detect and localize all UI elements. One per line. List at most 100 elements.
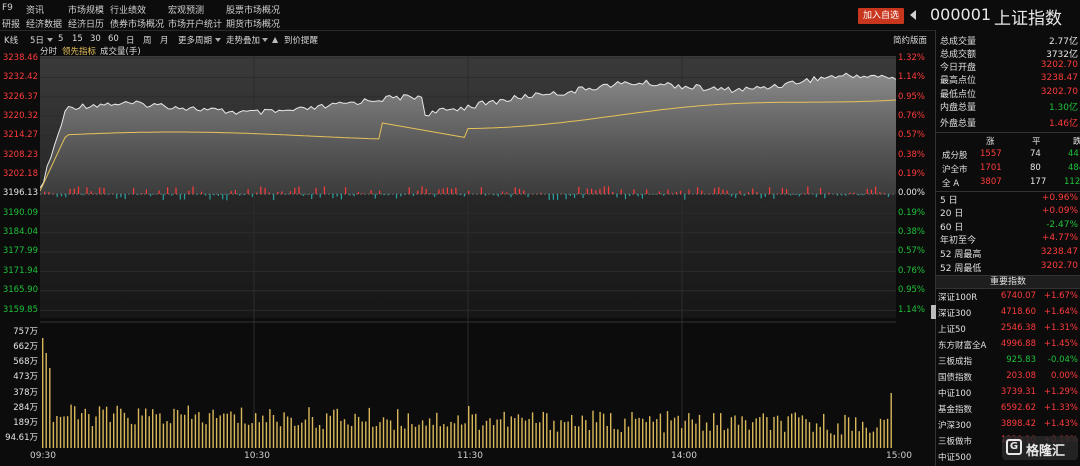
chevron-down-icon[interactable] <box>215 38 221 42</box>
bell-icon[interactable]: ▲ <box>272 35 279 44</box>
volume-bar <box>418 424 420 448</box>
volume-bar <box>819 426 821 448</box>
index-row[interactable]: 基金指数 6592.62 +1.33% <box>936 403 1080 419</box>
period-week[interactable]: 周 <box>143 36 152 46</box>
volume-bar <box>201 422 204 448</box>
period-15[interactable]: 15 <box>72 34 83 44</box>
index-price: 2546.38 <box>1000 323 1036 333</box>
menu-market-size[interactable]: 市场规模 <box>68 6 105 16</box>
volume-bar <box>869 432 871 448</box>
index-row[interactable]: 中证500 <box>936 451 1080 466</box>
menu-industry-perf[interactable]: 行业绩效 <box>110 6 147 16</box>
section-divider <box>936 191 1080 192</box>
indicator-bar <box>675 192 677 194</box>
volume-bar <box>350 426 353 448</box>
indicator-bar <box>616 194 618 198</box>
menu-macro-forecast[interactable]: 宏观预测 <box>168 6 205 16</box>
menu-account-stats[interactable]: 市场开户统计 <box>168 20 223 30</box>
volume-bar <box>574 426 576 448</box>
period-30[interactable]: 30 <box>90 34 101 44</box>
stat-value: 3202.70 <box>1040 60 1078 70</box>
menu-f9[interactable]: F9 <box>2 3 13 13</box>
index-row[interactable]: 沪深300 3898.42 +1.43% <box>936 419 1080 435</box>
chevron-down-icon[interactable] <box>262 38 268 42</box>
volume-bar <box>159 413 161 448</box>
index-name: 上证50 <box>938 325 966 335</box>
index-row[interactable]: 深证300 4718.60 +1.64% <box>936 307 1080 323</box>
percent-label: 0.95% <box>898 92 926 102</box>
index-row[interactable]: 国债指数 203.08 0.00% <box>936 371 1080 387</box>
volume-bar <box>769 430 772 448</box>
volume-bar <box>354 413 356 448</box>
volume-bar <box>56 416 58 448</box>
menu-stock-overview[interactable]: 股票市场概况 <box>226 6 281 16</box>
index-row[interactable]: 中证100 3739.31 +1.29% <box>936 387 1080 403</box>
indicator-bar <box>760 194 762 199</box>
percent-label: 1.14% <box>898 72 926 82</box>
tab-minute[interactable]: 分时 <box>40 47 58 57</box>
tab-volume[interactable]: 成交量(手) <box>100 47 141 57</box>
menu-futures-overview[interactable]: 期货市场概况 <box>226 20 281 30</box>
volume-bar <box>812 431 814 448</box>
tab-5day[interactable]: 5日 <box>30 36 44 46</box>
add-watchlist-label: 加入自选 <box>862 11 899 21</box>
indicator-bar <box>718 187 720 194</box>
indicator-bar <box>162 194 164 200</box>
indicator-bar <box>883 192 885 194</box>
price-label: 3190.09 <box>2 208 38 218</box>
indicator-bar <box>506 192 508 194</box>
indicator-bar <box>86 187 88 194</box>
volume-bar <box>152 409 154 448</box>
menu-research[interactable]: 研报 <box>2 20 21 30</box>
menu-bond-overview[interactable]: 债券市场概况 <box>110 20 165 30</box>
more-periods-dropdown[interactable]: 更多周期 <box>178 36 213 46</box>
volume-bar <box>105 406 108 448</box>
add-watchlist-button[interactable]: 加入自选 <box>858 8 904 24</box>
tab-leading-indicator[interactable]: 领先指标 <box>62 47 97 57</box>
period-60[interactable]: 60 <box>108 34 119 44</box>
price-alert-button[interactable]: 到价提醒 <box>284 36 319 46</box>
collapse-arrow-icon[interactable] <box>910 10 916 20</box>
down-header: 跌 <box>1073 137 1080 147</box>
index-row[interactable]: 三板成指 925.83 -0.04% <box>936 355 1080 371</box>
panel-toggle-handle[interactable] <box>931 305 936 319</box>
period-day[interactable]: 日 <box>126 36 135 46</box>
stat-row: 外盘总量 1.46亿 <box>940 116 1080 130</box>
index-row[interactable]: 上证50 2546.38 +1.31% <box>936 323 1080 339</box>
volume-bar <box>326 413 328 448</box>
indicator-bar <box>836 194 839 196</box>
indicator-bar <box>777 193 779 194</box>
indicator-bar <box>646 189 648 194</box>
percent-label: 0.76% <box>898 111 926 121</box>
volume-bar <box>578 426 580 448</box>
watermark: G 格隆汇 <box>1002 436 1078 460</box>
indicator-bar <box>658 191 660 194</box>
menu-news[interactable]: 资讯 <box>26 6 45 16</box>
volume-bar <box>620 432 622 448</box>
stat-label: 内盘总量 <box>940 103 977 113</box>
chevron-down-icon[interactable] <box>47 38 53 42</box>
stock-name: 上证指数 <box>994 9 1062 29</box>
period-month[interactable]: 月 <box>160 36 169 46</box>
volume-bar <box>397 409 399 448</box>
index-row[interactable]: 东方财富全A 4996.88 +1.45% <box>936 339 1080 355</box>
period-5[interactable]: 5 <box>58 34 64 44</box>
index-price: 203.08 <box>1006 371 1036 381</box>
time-label: 09:30 <box>30 451 56 461</box>
volume-bar <box>865 427 867 448</box>
simple-layout-button[interactable]: 简约版面 <box>893 36 928 46</box>
indicator-bar <box>336 194 338 197</box>
overlay-dropdown[interactable]: 走势叠加 <box>226 36 261 46</box>
index-price: 4996.88 <box>1000 339 1036 349</box>
volume-bar <box>610 413 612 448</box>
index-row[interactable]: 深证100R 6740.07 +1.67% <box>936 291 1080 307</box>
indicator-bar <box>485 194 487 196</box>
tab-kline[interactable]: K线 <box>4 36 19 46</box>
indicator-bar <box>230 191 232 194</box>
stat-label: 最高点位 <box>940 76 977 86</box>
menu-econ-calendar[interactable]: 经济日历 <box>68 20 105 30</box>
menu-econ-data[interactable]: 经济数据 <box>26 20 63 30</box>
volume-bar <box>524 420 527 448</box>
indicator-bar <box>713 188 716 194</box>
volume-bar <box>439 426 441 448</box>
